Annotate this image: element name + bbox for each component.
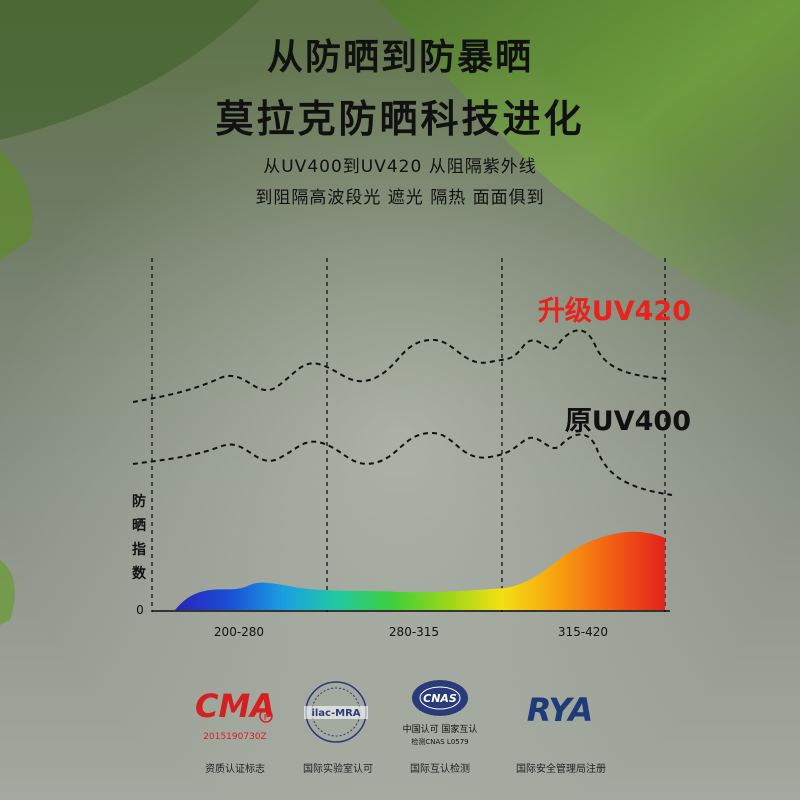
cnas-logo: CNAS 中国认可 国家互认 检测CNAS L0579 — [403, 680, 478, 746]
subtitle-line-1: 从UV400到UV420 从阻隔紫外线 — [263, 157, 537, 177]
cnas-label: 国际互认检测 — [410, 764, 470, 775]
svg-text:CMA: CMA — [195, 687, 275, 725]
series-line-uv420 — [132, 329, 671, 403]
rya-label: 国际安全管理局注册 — [516, 764, 606, 775]
series-line-uv400 — [132, 431, 673, 496]
cma-logo: CMA F 2015190730Z — [195, 687, 275, 742]
x-tick-label: 315-420 — [558, 625, 608, 639]
series-label-uv420: 升级UV420 — [538, 295, 691, 327]
cma-code: 2015190730Z — [203, 732, 266, 742]
x-tick-label: 200-280 — [214, 625, 264, 639]
y-axis-zero-label: 0 — [136, 603, 144, 617]
cma-label: 资质认证标志 — [205, 764, 265, 775]
svg-text:F: F — [264, 713, 269, 722]
ilac-mra-logo: ilac-MRA — [304, 681, 368, 743]
spectrum-area — [175, 531, 665, 610]
x-tick-label: 280-315 — [389, 625, 439, 639]
y-axis-label-char: 指 — [132, 541, 146, 558]
svg-text:RYA: RYA — [527, 691, 594, 729]
title-line-1: 从防晒到防暴晒 — [266, 37, 533, 78]
svg-text:中国认可 国家互认: 中国认可 国家互认 — [403, 723, 478, 735]
svg-text:CNAS: CNAS — [423, 692, 457, 705]
y-axis-label-char: 防 — [132, 493, 146, 510]
y-axis-label-char: 晒 — [132, 518, 146, 534]
rya-logo: RYA — [527, 691, 594, 729]
subtitle-line-2: 到阻隔高波段光 遮光 隔热 面面俱到 — [255, 188, 545, 208]
svg-text:检测CNAS L0579: 检测CNAS L0579 — [411, 737, 468, 746]
series-label-uv400: 原UV400 — [565, 406, 691, 437]
ilac-mra-label: 国际实验室认可 — [303, 764, 373, 775]
y-axis-label-char: 数 — [132, 565, 147, 582]
title-line-2: 莫拉克防晒科技进化 — [215, 97, 585, 141]
svg-text:ilac-MRA: ilac-MRA — [311, 708, 360, 719]
